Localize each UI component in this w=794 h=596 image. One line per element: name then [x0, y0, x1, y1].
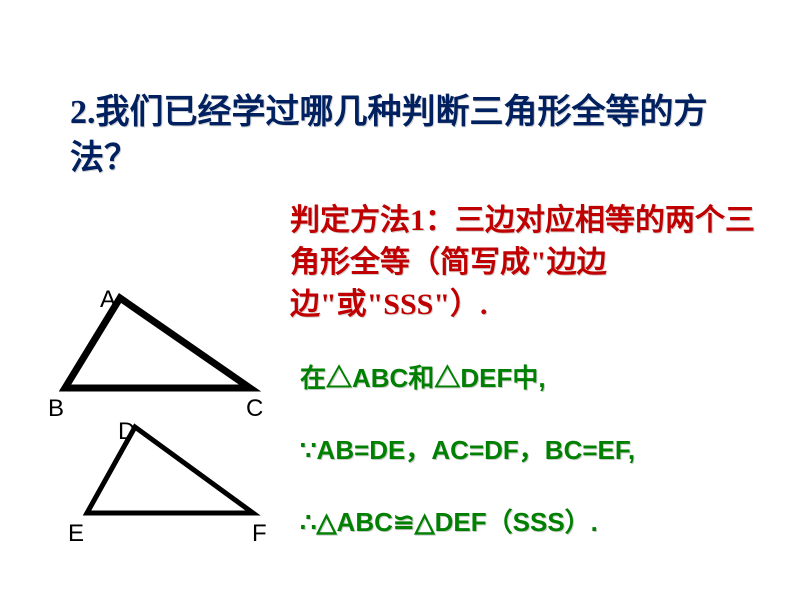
vertex-f-label: F	[252, 520, 267, 548]
proof-statement-1: 在△ABC和△DEF中,	[300, 358, 546, 395]
proof-statement-3: ∴△ABC≌△DEF（SSS）.	[300, 502, 598, 539]
triangle-abc	[45, 280, 265, 415]
triangle-def-svg	[75, 415, 275, 537]
triangle-def	[75, 415, 275, 542]
proof-statement-2: ∵AB=DE，AC=DF，BC=EF,	[300, 430, 635, 467]
triangle-abc-svg	[45, 280, 265, 410]
method-description: 判定方法1：三边对应相等的两个三角形全等（简写成"边边边"或"SSS"）.	[290, 200, 760, 326]
question-title: 2.我们已经学过哪几种判断三角形全等的方法？	[70, 90, 750, 182]
vertex-e-label: E	[68, 520, 84, 548]
vertex-d-label: D	[118, 418, 135, 446]
vertex-a-label: A	[100, 286, 116, 314]
vertex-b-label: B	[48, 395, 64, 423]
